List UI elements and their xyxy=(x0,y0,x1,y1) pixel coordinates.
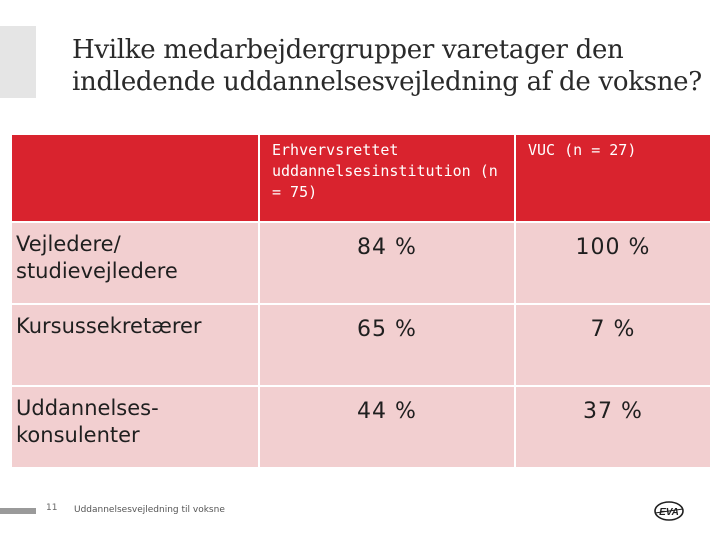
title-accent-block xyxy=(0,26,36,98)
table-row: Vejledere/ studievejledere 84 % 100 % xyxy=(12,223,710,305)
header-cell-erhvervsrettet: Erhvervsrettet uddannelsesinstitution (n… xyxy=(260,135,516,223)
page-number: 11 xyxy=(46,503,58,513)
value-vuc: 7 % xyxy=(516,305,710,387)
row-label: Uddannelses-konsulenter xyxy=(12,387,260,469)
eva-logo-icon: EVA xyxy=(654,501,684,521)
page-title: Hvilke medarbejdergrupper varetager den … xyxy=(72,35,702,97)
footer-caption: Uddannelsesvejledning til voksne xyxy=(74,505,225,515)
value-erhvervsrettet: 44 % xyxy=(260,387,516,469)
logo-text: EVA xyxy=(659,507,679,518)
value-erhvervsrettet: 65 % xyxy=(260,305,516,387)
table-row: Uddannelses-konsulenter 44 % 37 % xyxy=(12,387,710,469)
header-cell-empty xyxy=(12,135,260,223)
footer-accent-bar xyxy=(0,508,36,514)
value-vuc: 37 % xyxy=(516,387,710,469)
row-label: Kursussekretærer xyxy=(12,305,260,387)
table-header-row: Erhvervsrettet uddannelsesinstitution (n… xyxy=(12,135,710,223)
row-label: Vejledere/ studievejledere xyxy=(12,223,260,305)
results-table: Erhvervsrettet uddannelsesinstitution (n… xyxy=(12,135,710,469)
value-erhvervsrettet: 84 % xyxy=(260,223,516,305)
value-vuc: 100 % xyxy=(516,223,710,305)
table-row: Kursussekretærer 65 % 7 % xyxy=(12,305,710,387)
header-cell-vuc: VUC (n = 27) xyxy=(516,135,710,223)
